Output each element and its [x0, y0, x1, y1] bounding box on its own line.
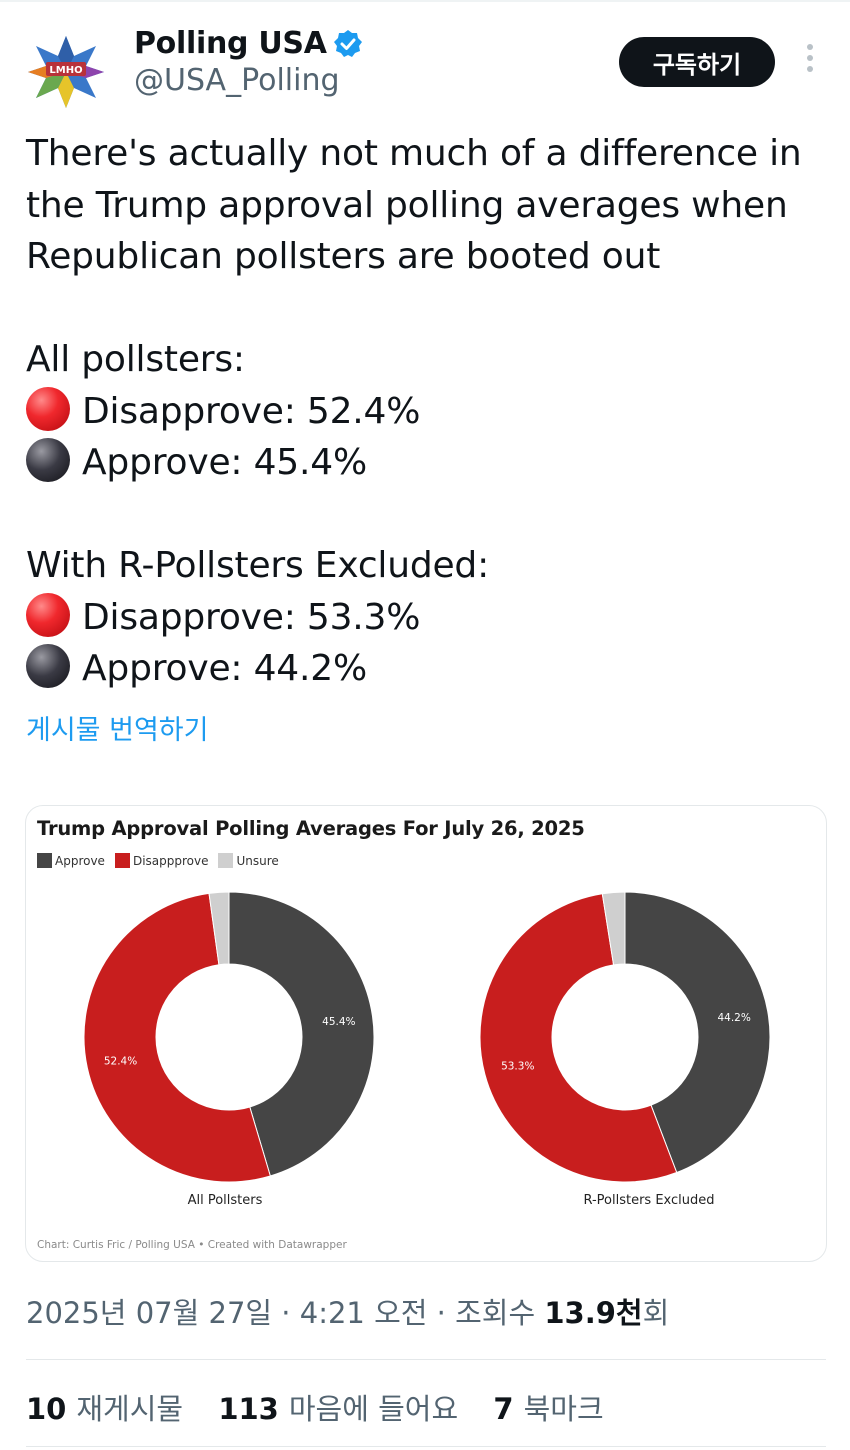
stats-divider: [26, 1446, 826, 1447]
tweet-intro-line-3: Republican pollsters are booted out: [26, 236, 661, 277]
tweet-intro-line-2: the Trump approval polling averages when: [26, 184, 788, 226]
translate-post-link[interactable]: 게시물 번역하기: [26, 715, 209, 746]
legend-label-approve: Approve: [55, 853, 105, 868]
legend-label-disapprove: Disappprove: [132, 853, 209, 868]
section-all-pollsters-title: All pollsters:: [26, 339, 245, 380]
reposts-label: 재게시물: [76, 1392, 184, 1426]
likes-label: 마음에 들어요: [288, 1392, 459, 1426]
chart-title: Trump Approval Polling Averages For July…: [37, 817, 585, 840]
legend-swatch-approve: [37, 853, 52, 868]
view-count-suffix: 회: [642, 1296, 670, 1330]
donut-all-pollsters-approve-value-label: 45.4%: [322, 1016, 355, 1028]
all-pollsters-disapprove: Disapprove: 52.4%: [82, 390, 421, 432]
donut-all-pollsters-approve-slice: [228, 891, 375, 1177]
section-r-excluded-title: With R-Pollsters Excluded:: [26, 545, 490, 586]
legend-label-unsure: Unsure: [236, 853, 279, 868]
donut-charts: 45.4% 52.4% All Pollsters 44.2% 53.3% R-Polls…: [83, 891, 771, 1208]
author-handle[interactable]: @USA_Polling: [134, 63, 340, 98]
bookmarks-count: 7: [493, 1392, 514, 1426]
legend-swatch-disapprove: [114, 853, 130, 868]
chart-credit: Chart: Curtis Fric / Polling USA • Creat…: [37, 1239, 347, 1251]
tweet-text: There's actually not much of a differenc…: [26, 128, 826, 695]
author-name[interactable]: Polling USA: [134, 26, 327, 61]
donut-all-pollsters-unsure-slice: [208, 891, 230, 966]
avatar-logo-text: LMHO: [49, 65, 82, 76]
r-excluded-disapprove: Disapprove: 53.3%: [82, 596, 421, 638]
verified-badge-icon[interactable]: [333, 29, 363, 59]
donut-all-pollsters-disapprove-value-label: 52.4%: [104, 1056, 137, 1068]
tweet-intro-line-1: There's actually not much of a differenc…: [26, 133, 802, 174]
author-avatar[interactable]: LMHO: [28, 34, 104, 110]
black-circle-icon: [26, 644, 70, 688]
donut-r-excluded-caption: R-Pollsters Excluded: [583, 1193, 714, 1208]
author-block[interactable]: Polling USA @USA_Polling: [134, 26, 363, 98]
legend-swatch-unsure: [218, 853, 234, 868]
top-divider: [0, 0, 850, 2]
post-timestamp[interactable]: 2025년 07월 27일 · 4:21 오전 · 조회수: [26, 1296, 545, 1330]
donut-r-excluded-approve-slice: [624, 891, 771, 1174]
reposts-stat[interactable]: 10 재게시물: [26, 1392, 183, 1426]
bookmarks-label: 북마크: [523, 1392, 604, 1426]
donut-all-pollsters-caption: All Pollsters: [188, 1193, 263, 1208]
attached-chart-image[interactable]: Trump Approval Polling Averages For July…: [25, 805, 827, 1262]
red-circle-icon: [26, 592, 70, 637]
meta-divider: [26, 1359, 826, 1360]
r-excluded-approve: Approve: 44.2%: [82, 648, 367, 689]
subscribe-button[interactable]: 구독하기: [619, 37, 775, 87]
view-count: 13.9천: [544, 1296, 643, 1330]
likes-stat[interactable]: 113 마음에 들어요: [218, 1392, 458, 1426]
donut-all-pollsters-disapprove-slice: [83, 892, 271, 1183]
black-circle-icon: [26, 438, 70, 482]
tweet-meta: 2025년 07월 27일 · 4:21 오전 · 조회수 13.9천회: [26, 1290, 669, 1332]
chart-legend: Approve Disappprove Unsure: [37, 853, 289, 868]
red-circle-icon: [26, 386, 70, 431]
likes-count: 113: [218, 1392, 279, 1426]
donut-r-excluded-approve-value-label: 44.2%: [717, 1012, 750, 1024]
donut-r-excluded-unsure-slice: [601, 891, 626, 966]
all-pollsters-approve: Approve: 45.4%: [82, 442, 367, 483]
reposts-count: 10: [26, 1392, 67, 1426]
engagement-stats: 10 재게시물 113 마음에 들어요 7 북마크: [26, 1386, 630, 1428]
bookmarks-stat[interactable]: 7 북마크: [493, 1392, 603, 1426]
donut-r-excluded-disapprove-value-label: 53.3%: [501, 1061, 534, 1073]
more-options-icon[interactable]: [796, 44, 824, 80]
donut-r-excluded-disapprove-slice: [479, 893, 678, 1183]
